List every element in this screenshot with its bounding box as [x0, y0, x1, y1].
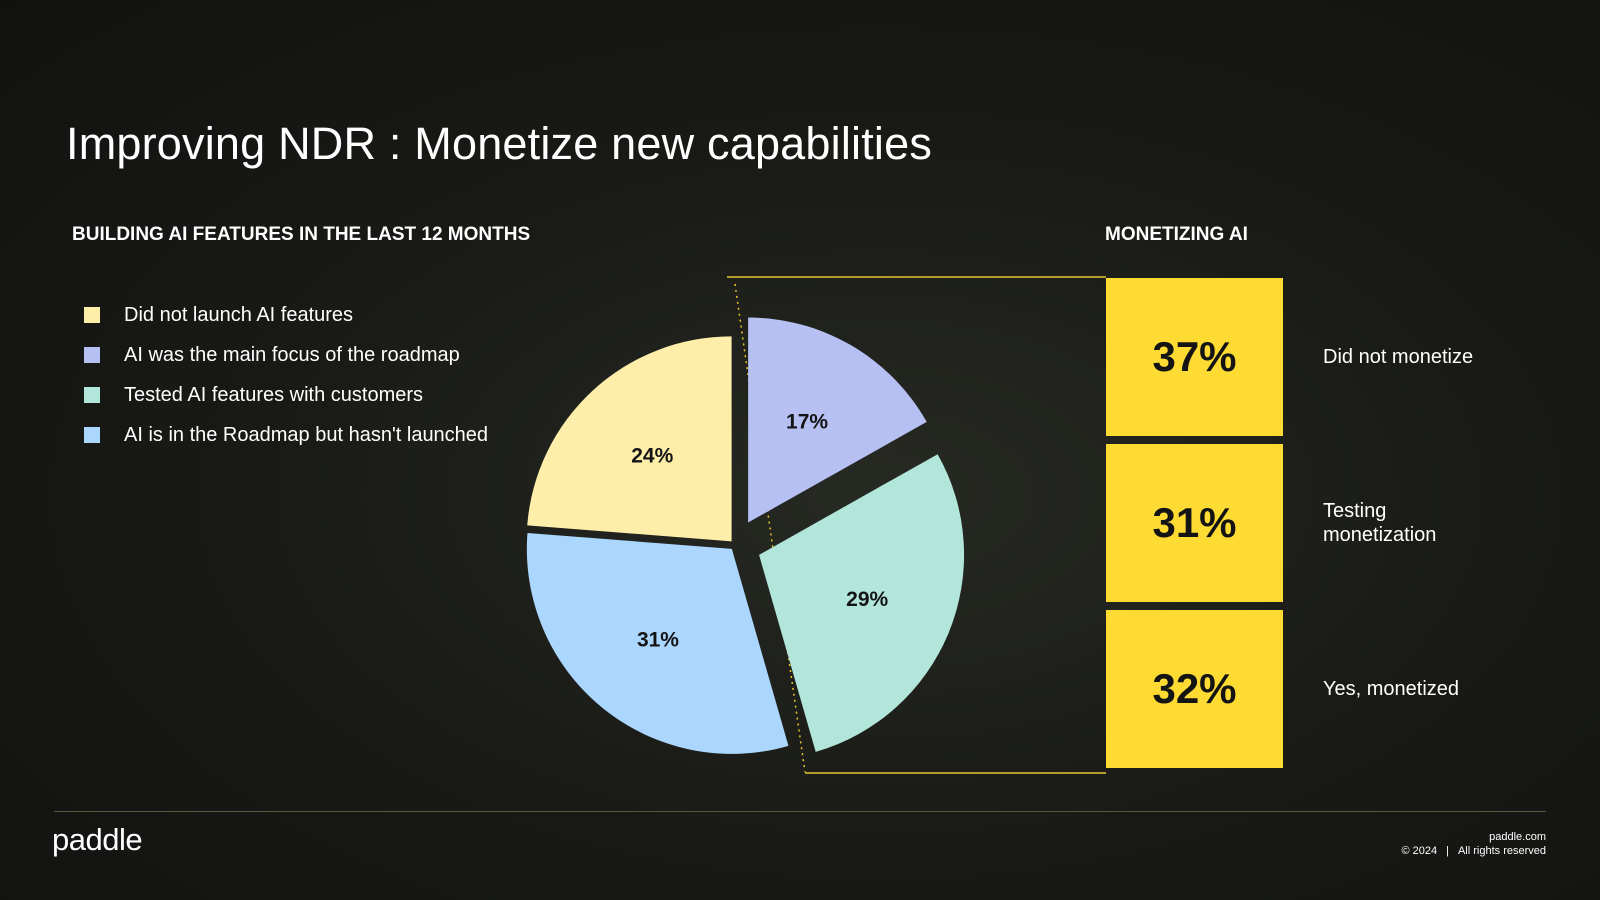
legend-item: AI is in the Roadmap but hasn't launched	[84, 415, 488, 455]
stack-segment-value: 31%	[1152, 499, 1237, 546]
stack-segment: 32%	[1106, 610, 1283, 768]
connector-lines	[727, 276, 1106, 774]
legend-item: Did not launch AI features	[84, 295, 488, 335]
footer-separator: |	[1446, 845, 1449, 857]
legend-swatch	[84, 307, 100, 323]
monetizing-stack: 37% 31% 32%	[1106, 278, 1283, 768]
legend-label: Did not launch AI features	[124, 303, 354, 326]
pie-slice-label: 31%	[637, 628, 679, 651]
footer-copyright-line: © 2024 | All rights reserved	[1401, 844, 1546, 858]
pie-slice-label: 17%	[786, 411, 828, 434]
footer-copyright: © 2024	[1401, 845, 1438, 857]
stack-segment: 37%	[1106, 278, 1283, 436]
footer-site: paddle.com	[1489, 831, 1546, 843]
stack-segment: 31%	[1106, 444, 1283, 602]
legend-item: AI was the main focus of the roadmap	[84, 335, 488, 375]
stack-segment-label: Did not monetize	[1323, 346, 1474, 368]
legend-swatch	[84, 387, 100, 403]
pie-legend: Did not launch AI features AI was the mai…	[84, 295, 488, 455]
ai-features-heading: BUILDING AI FEATURES IN THE LAST 12 MONT…	[72, 224, 531, 245]
footer-rights: All rights reserved	[1457, 845, 1546, 857]
footer-divider	[54, 811, 1546, 812]
stack-segment-value: 32%	[1152, 665, 1237, 712]
pie-slice-labels: 17% 29% 31% 24%	[631, 411, 888, 652]
pie-slice	[526, 532, 789, 754]
legend-swatch	[84, 427, 100, 443]
connector-divider-line	[734, 283, 806, 773]
pie-slice-label: 29%	[846, 588, 888, 611]
pie-slice	[527, 336, 732, 542]
legend-swatch	[84, 347, 100, 363]
legend-label: AI was the main focus of the roadmap	[124, 343, 460, 366]
pie-slices	[526, 317, 965, 754]
legend-label: Tested AI features with customers	[124, 383, 424, 406]
paddle-logo: paddle	[52, 822, 143, 857]
stack-segment-value: 37%	[1152, 333, 1237, 380]
pie-slice	[748, 317, 927, 523]
monetizing-ai-heading: MONETIZING AI	[1105, 224, 1248, 245]
legend-item: Tested AI features with customers	[84, 375, 488, 415]
footer-info: paddle.com © 2024 | All rights reserved	[1401, 830, 1546, 858]
legend-label: AI is in the Roadmap but hasn't launched	[124, 423, 489, 446]
pie-slice-label: 24%	[631, 445, 673, 468]
stack-segment-label: Yes, monetized	[1323, 678, 1460, 700]
pie-slice	[759, 454, 965, 752]
stack-segment-label: Testing monetization	[1323, 500, 1437, 546]
page-title: Improving NDR : Monetize new capabilitie…	[66, 118, 933, 169]
